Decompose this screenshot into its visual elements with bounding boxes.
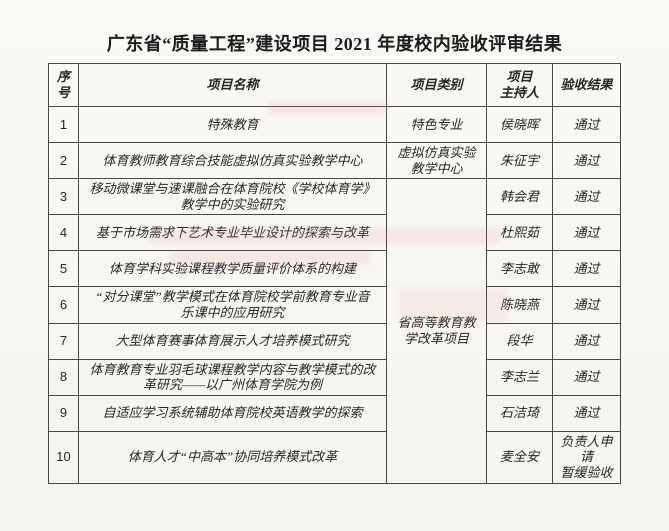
row-index-cell: 6 — [48, 286, 79, 324]
project-category-merged-cell: 省高等教育教 学改革项目 — [386, 178, 487, 484]
project-leader-cell: 韩会君 — [486, 178, 553, 216]
project-name-cell: 大型体育赛事体育展示人才培养模式研究 — [78, 322, 387, 360]
project-name-cell: 自适应学习系统辅助体育院校英语教学的探索 — [78, 394, 387, 432]
row-index-cell: 5 — [48, 250, 79, 288]
acceptance-result-cell: 通过 — [552, 322, 621, 360]
project-leader-cell: 李志兰 — [486, 358, 553, 396]
project-category-cell: 虚拟仿真实验 教学中心 — [386, 141, 487, 180]
table-row: 9 自适应学习系统辅助体育院校英语教学的探索 石洁琦 通过 — [48, 394, 621, 432]
project-name-cell: 体育学科实验课程教学质量评价体系的构建 — [78, 250, 387, 288]
table-row: 5 体育学科实验课程教学质量评价体系的构建 李志敢 通过 — [48, 250, 621, 288]
table-row: 6 “对分课堂”教学模式在体育院校学前教育专业音 乐课中的应用研究 陈晓燕 通过 — [48, 286, 621, 324]
row-index-cell: 3 — [48, 178, 79, 216]
table-row: 3 移动微课堂与速课融合在体育院校《学校体育学》 教学中的实验研究 省高等教育教 学… — [48, 178, 621, 484]
acceptance-result-cell: 通过 — [552, 141, 621, 180]
acceptance-result-cell: 负责人申请 暂缓验收 — [552, 430, 621, 484]
project-leader-cell: 石洁琦 — [486, 394, 553, 432]
project-name-cell: 体育教师教育综合技能虚拟仿真实验教学中心 — [78, 141, 387, 180]
col-header-host: 项目 主持人 — [486, 63, 553, 107]
acceptance-result-cell: 通过 — [552, 178, 621, 216]
acceptance-results-table: 序 号 项目名称 项目类别 项目 主持人 验收结果 1 特殊教育 特色专业 侯晓晖 通过… — [48, 63, 621, 484]
acceptance-result-cell: 通过 — [552, 214, 621, 252]
col-header-result: 验收结果 — [552, 63, 621, 107]
col-header-name: 项目名称 — [78, 63, 387, 107]
table-row: 10 体育人才“中高本”协同培养模式改革 麦全安 负责人申请 暂缓验收 — [48, 430, 621, 484]
row-index-cell: 9 — [48, 394, 79, 432]
acceptance-result-cell: 通过 — [552, 394, 621, 432]
document-title: 广东省“质量工程”建设项目 2021 年度校内验收评审结果 — [106, 34, 563, 54]
table-row: 1 特殊教育 特色专业 侯晓晖 通过 — [48, 106, 621, 143]
row-index-cell: 8 — [48, 358, 79, 396]
table-row: 4 基于市场需求下艺术专业毕业设计的探索与改革 杜熙茹 通过 — [48, 214, 621, 252]
project-name-cell: 特殊教育 — [78, 106, 387, 143]
project-category-cell: 特色专业 — [386, 106, 487, 143]
project-leader-cell: 陈晓燕 — [486, 286, 553, 324]
row-index-cell: 10 — [48, 430, 79, 484]
project-leader-cell: 杜熙茹 — [486, 214, 553, 252]
row-index-cell: 2 — [48, 141, 79, 180]
row-index-cell: 7 — [48, 322, 79, 360]
table-row: 7 大型体育赛事体育展示人才培养模式研究 段华 通过 — [48, 322, 621, 360]
table-row: 8 体育教育专业羽毛球课程教学内容与教学模式的改 革研究——以广州体育学院为例 李志… — [48, 358, 621, 396]
project-leader-cell: 麦全安 — [486, 430, 553, 484]
project-leader-cell: 李志敢 — [486, 250, 553, 288]
project-leader-cell: 侯晓晖 — [486, 106, 553, 143]
row-index-cell: 1 — [48, 106, 79, 143]
acceptance-result-cell: 通过 — [552, 286, 621, 324]
acceptance-result-cell: 通过 — [552, 106, 621, 143]
project-name-cell: 体育人才“中高本”协同培养模式改革 — [78, 430, 387, 484]
table-row: 2 体育教师教育综合技能虚拟仿真实验教学中心 虚拟仿真实验 教学中心 朱征宇 通过 — [48, 141, 621, 180]
project-leader-cell: 段华 — [486, 322, 553, 360]
table-header-row: 序 号 项目名称 项目类别 项目 主持人 验收结果 — [48, 63, 621, 107]
project-name-cell: 体育教育专业羽毛球课程教学内容与教学模式的改 革研究——以广州体育学院为例 — [78, 358, 387, 396]
row-index-cell: 4 — [48, 214, 79, 252]
col-header-index: 序 号 — [48, 63, 79, 107]
project-name-cell: “对分课堂”教学模式在体育院校学前教育专业音 乐课中的应用研究 — [78, 286, 387, 324]
project-name-cell: 基于市场需求下艺术专业毕业设计的探索与改革 — [78, 214, 387, 252]
project-name-cell: 移动微课堂与速课融合在体育院校《学校体育学》 教学中的实验研究 — [78, 178, 387, 216]
col-header-category: 项目类别 — [386, 63, 487, 107]
project-leader-cell: 朱征宇 — [486, 141, 553, 180]
acceptance-result-cell: 通过 — [552, 358, 621, 396]
acceptance-result-cell: 通过 — [552, 250, 621, 288]
